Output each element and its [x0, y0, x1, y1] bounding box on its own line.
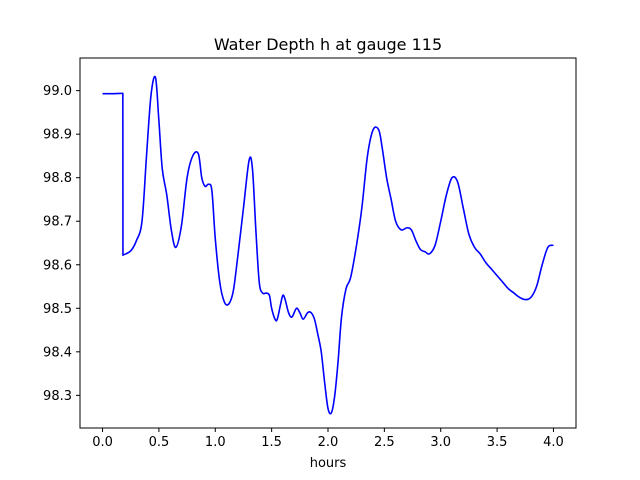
y-tick-label: 99.0: [43, 84, 72, 99]
x-tick-label: 2.0: [318, 435, 339, 450]
x-tick-label: 2.5: [374, 435, 395, 450]
y-axis: 98.3 98.4 98.5 98.6 98.7 98.8 98.9 99.0: [43, 84, 80, 404]
x-axis: 0.0 0.5 1.0 1.5 2.0 2.5 3.0 3.5 4.0: [92, 428, 564, 450]
x-tick-label: 0.5: [149, 435, 170, 450]
y-tick-label: 98.9: [43, 128, 72, 143]
x-tick-label: 4.0: [543, 435, 564, 450]
y-tick-label: 98.4: [43, 345, 72, 360]
x-tick-label: 3.5: [487, 435, 508, 450]
series-layer: [102, 75, 554, 415]
y-tick-label: 98.8: [43, 171, 72, 186]
x-tick-label: 1.5: [261, 435, 282, 450]
x-tick-label: 1.0: [205, 435, 226, 450]
x-tick-label: 3.0: [430, 435, 451, 450]
y-tick-label: 98.5: [43, 302, 72, 317]
x-axis-label: hours: [310, 456, 347, 471]
chart-title: Water Depth h at gauge 115: [214, 35, 442, 54]
y-tick-label: 98.3: [43, 389, 72, 404]
series-line: [102, 75, 554, 415]
y-tick-label: 98.6: [43, 258, 72, 273]
y-tick-label: 98.7: [43, 215, 72, 230]
x-tick-label: 0.0: [92, 435, 113, 450]
